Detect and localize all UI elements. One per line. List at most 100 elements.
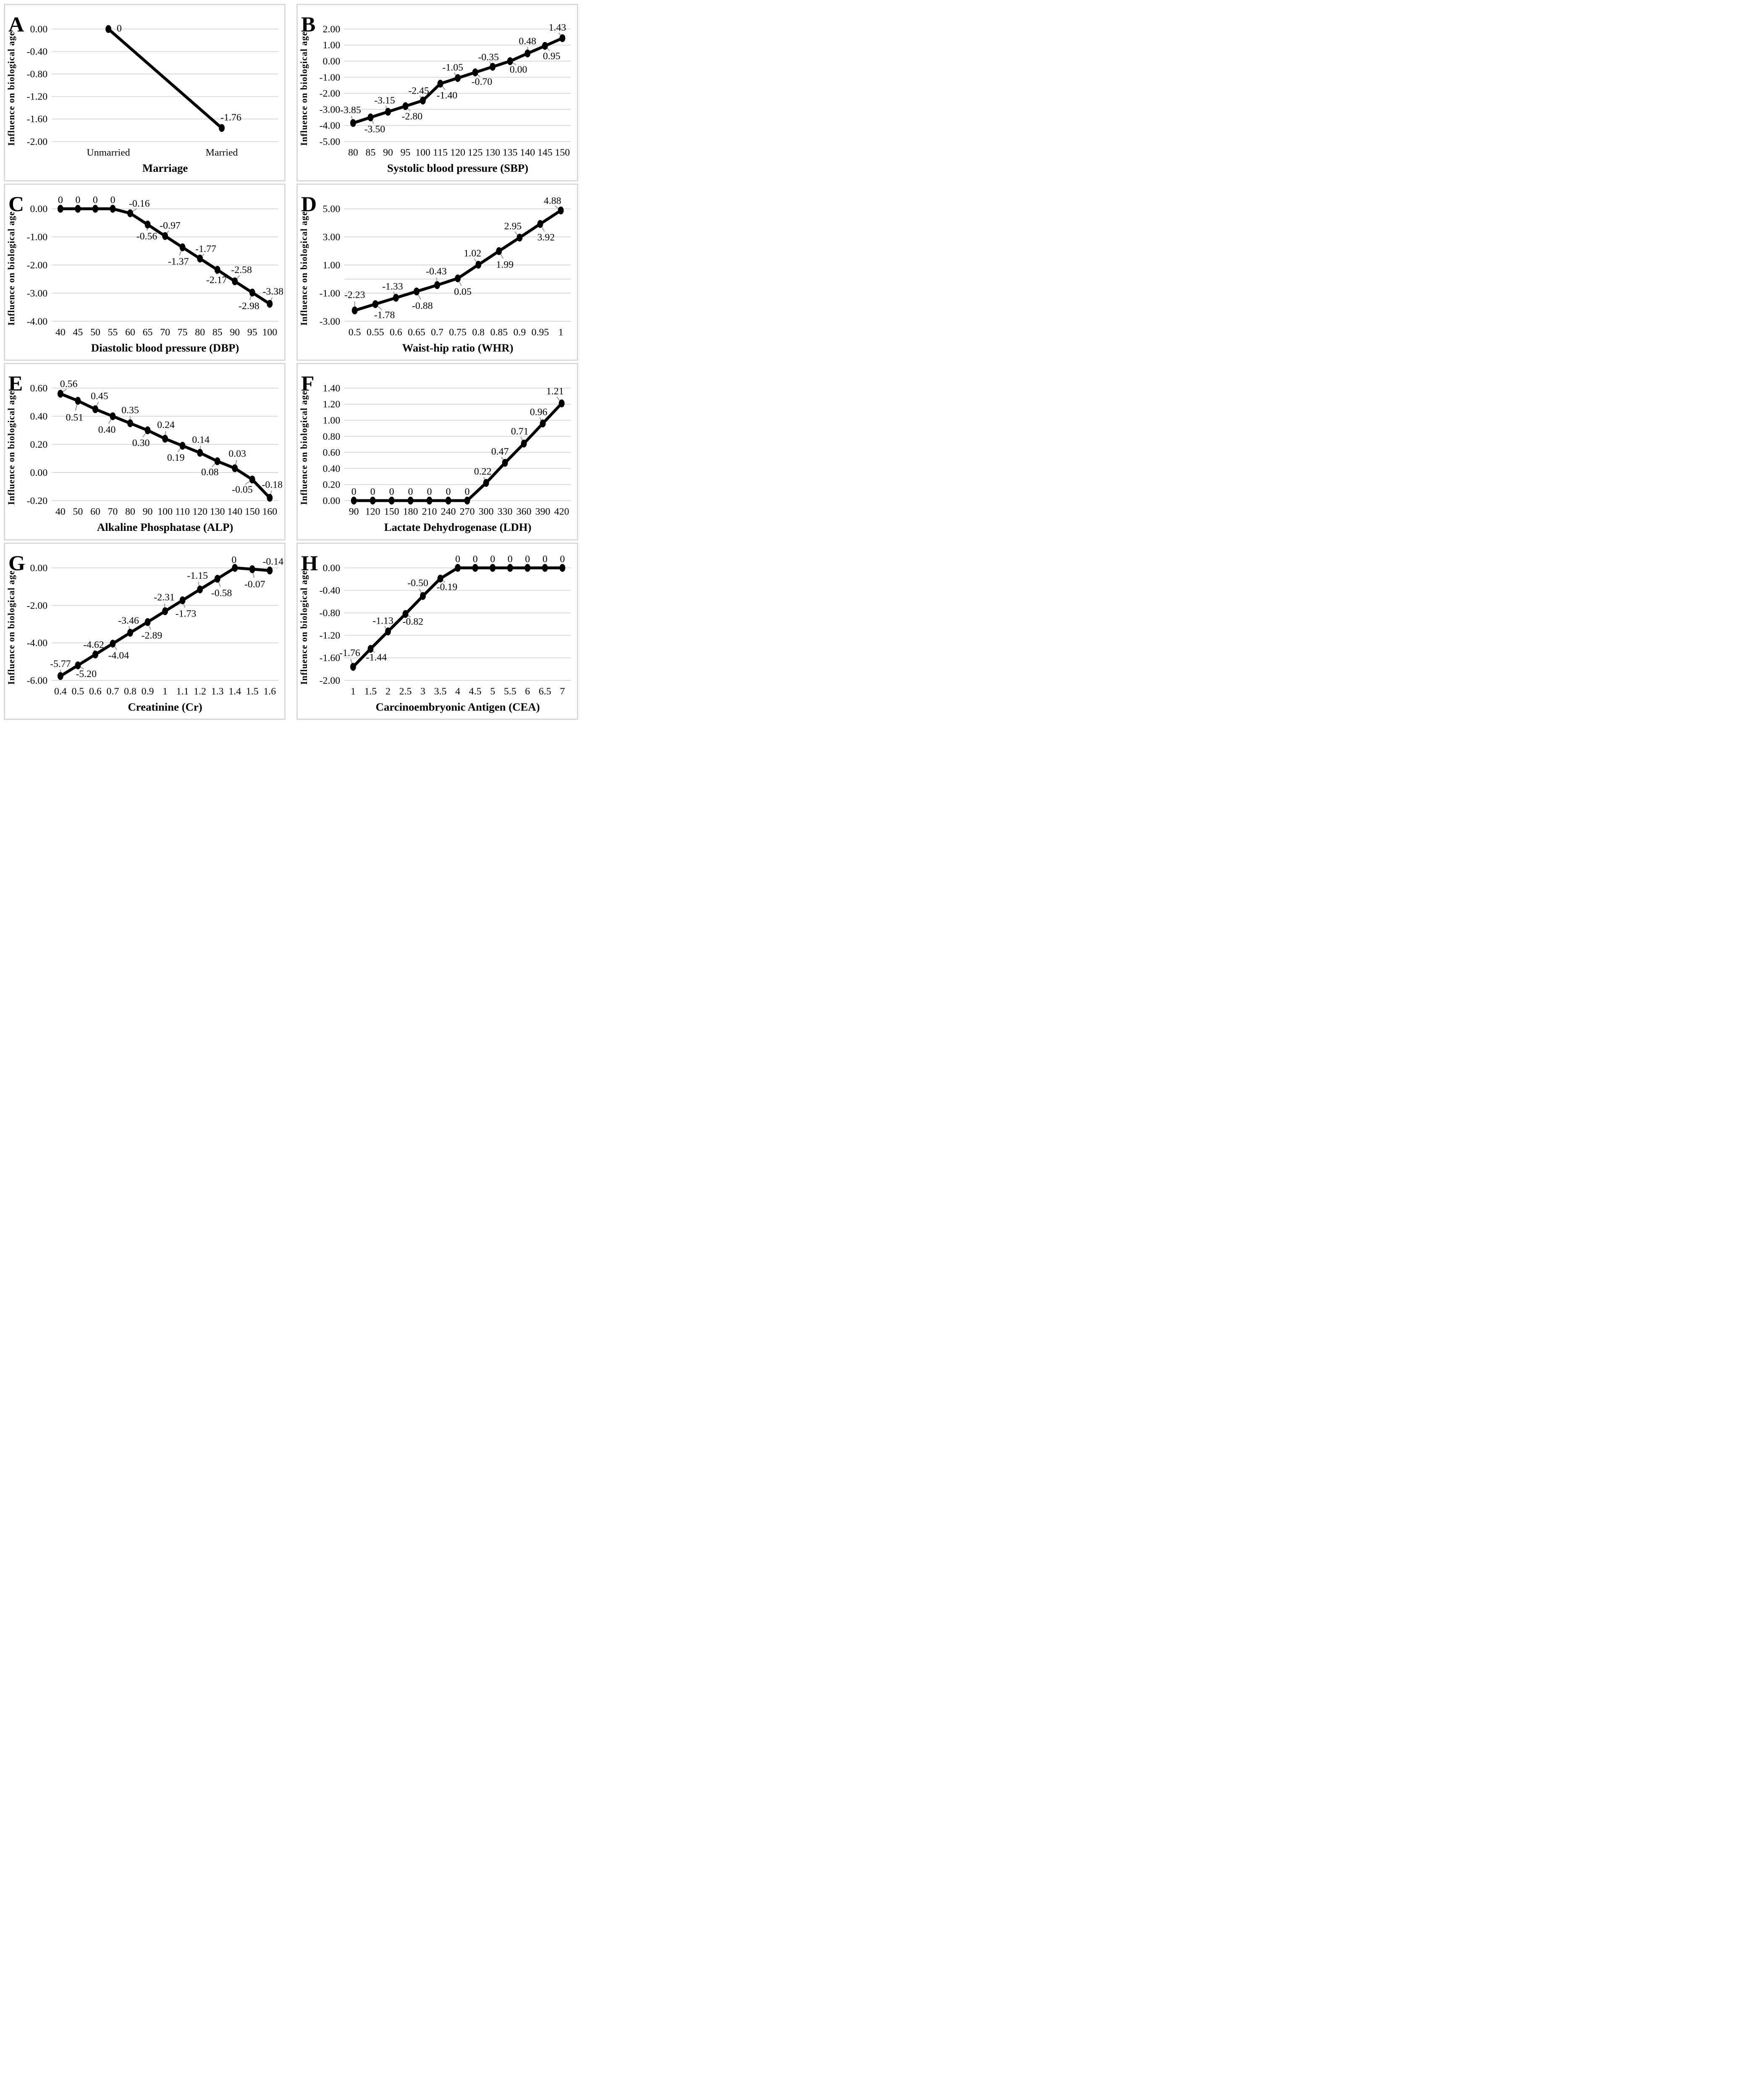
y-tick-label: 1.40	[323, 383, 341, 394]
x-tick-label: 4	[455, 686, 460, 697]
data-label: 1.21	[546, 386, 564, 397]
x-tick-label: 125	[468, 147, 483, 158]
data-label: 0	[370, 486, 375, 497]
data-label: 0.08	[201, 467, 219, 478]
data-point	[426, 496, 433, 505]
x-tick-label: 80	[125, 506, 135, 517]
data-point	[214, 457, 220, 465]
data-label: -0.50	[407, 578, 428, 588]
y-tick-label: -2.00	[320, 88, 341, 99]
panel-G: 0.00 -2.00 -4.00 -6.00 0.4 0.5 0.6 0.7 0.8 0.9 1 1.…	[4, 542, 286, 720]
y-tick-label: 5.00	[323, 204, 341, 215]
data-label: -0.18	[262, 480, 283, 491]
data-label: 0	[525, 554, 530, 564]
y-tick-label: -3.00	[320, 104, 341, 115]
panel-D: 5.00 3.00 1.00 -1.00 -3.00 0.5 0.55 0.6 0.65 0.7 0…	[296, 183, 578, 361]
series-line	[59, 566, 271, 677]
x-tick-label: 100	[157, 506, 173, 517]
data-point	[350, 119, 356, 127]
data-label: 0.22	[474, 466, 492, 477]
data-point	[162, 232, 168, 240]
x-tick-label: 65	[143, 327, 153, 338]
x-tick-label: 95	[401, 147, 411, 158]
data-point	[110, 412, 116, 420]
data-label: 0.03	[228, 448, 246, 459]
data-point	[524, 564, 531, 572]
data-label: 0.51	[66, 412, 84, 423]
x-tick-label: 120	[365, 506, 380, 517]
data-point	[483, 479, 489, 487]
data-point	[472, 68, 478, 76]
data-point	[75, 205, 81, 213]
data-label: 0	[455, 554, 460, 564]
data-point	[144, 426, 151, 434]
x-tick-label: 140	[520, 147, 535, 158]
data-label: -0.19	[437, 582, 458, 593]
x-tick-label: 6.5	[539, 686, 551, 697]
data-label: -2.80	[402, 111, 423, 122]
x-axis-title: Diastolic blood pressure (DBP)	[91, 341, 239, 354]
data-point	[559, 564, 566, 572]
data-point	[402, 610, 409, 618]
data-label: 0.48	[519, 36, 536, 47]
y-axis-title: Influence on biological age	[6, 570, 16, 685]
x-tick-label: 1.6	[263, 686, 276, 697]
data-point	[437, 574, 443, 583]
data-label: -2.17	[206, 274, 227, 285]
panel-letter: F	[301, 372, 315, 396]
x-tick-label: 90	[383, 147, 393, 158]
x-tick-label: 0.95	[532, 327, 549, 338]
data-point	[197, 449, 203, 457]
x-tick-label: 50	[90, 327, 100, 338]
data-label: -0.58	[211, 588, 232, 598]
data-label: 0	[446, 486, 451, 497]
y-tick-label: -3.00	[27, 288, 48, 299]
x-tick-label: 95	[247, 327, 257, 338]
data-label: -5.20	[76, 668, 97, 679]
data-point	[75, 396, 81, 405]
data-point	[367, 645, 374, 653]
x-tick-label: 2.5	[399, 686, 412, 697]
x-tick-label: 360	[516, 506, 532, 517]
data-point	[179, 596, 186, 604]
data-label: -1.05	[442, 62, 463, 73]
y-tick-label: 0.60	[30, 383, 48, 394]
y-tick-label: 0.20	[323, 480, 341, 491]
data-point	[445, 496, 451, 505]
x-tick-label: 3	[420, 686, 425, 697]
data-label: 0	[508, 554, 513, 564]
data-point	[434, 281, 440, 289]
data-point	[507, 564, 513, 572]
x-tick-label: 160	[262, 506, 277, 517]
panel-A: 0.00 -0.40 -0.80 -1.20 -1.60 -2.00 Unmarried Ma…	[4, 4, 286, 181]
x-tick-label: 3.5	[434, 686, 447, 697]
x-tick-label: 150	[555, 147, 570, 158]
data-label: 0	[117, 23, 122, 34]
data-label: -2.58	[231, 265, 252, 276]
data-label: -0.16	[129, 198, 150, 209]
data-point	[388, 496, 395, 505]
panel-letter: G	[8, 551, 25, 575]
x-tick-label: 50	[73, 506, 83, 517]
data-point	[537, 220, 543, 228]
x-tick-label: 1	[558, 327, 564, 338]
x-tick-label: 0.9	[142, 686, 154, 697]
x-axis-title: Creatinine (Cr)	[128, 700, 202, 713]
panel-C: 0.00 -1.00 -2.00 -3.00 -4.00 40 45 50 55 60 65 70 75…	[4, 183, 286, 361]
x-axis-title: Lactate Dehydrogenase (LDH)	[384, 521, 532, 533]
data-point	[464, 496, 470, 505]
data-label: -2.23	[344, 289, 365, 300]
data-label: 0	[465, 486, 470, 497]
x-tick-label: 0.8	[124, 686, 136, 697]
x-tick-label: 1	[163, 686, 168, 697]
data-label: 0.96	[530, 407, 548, 418]
x-axis-title: Waist-hip ratio (WHR)	[402, 341, 514, 354]
data-label: 0	[76, 194, 81, 205]
data-point	[385, 108, 391, 116]
data-point	[75, 661, 81, 669]
panel-D-chart: 5.00 3.00 1.00 -1.00 -3.00 0.5 0.55 0.6 0.65 0.7 0…	[299, 192, 572, 354]
data-label: 0.56	[60, 379, 78, 390]
x-tick-label: 0.8	[472, 327, 485, 338]
data-point	[92, 205, 98, 213]
data-label: -3.85	[340, 105, 361, 116]
